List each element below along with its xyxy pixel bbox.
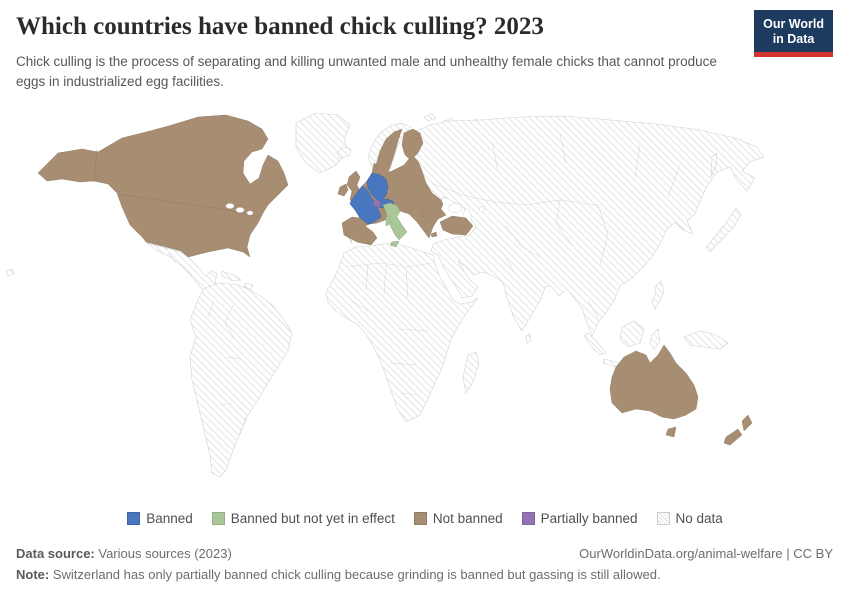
- region-greenland[interactable]: [295, 112, 351, 174]
- region-sardinia[interactable]: [385, 215, 391, 227]
- region-asia[interactable]: [411, 115, 765, 337]
- legend-label: No data: [675, 511, 723, 526]
- legend-swatch-not-banned: [413, 512, 427, 525]
- legend-label: Partially banned: [540, 511, 638, 526]
- not-banned-regions[interactable]: [37, 114, 753, 446]
- attribution-link[interactable]: OurWorldinData.org/animal-welfare | CC B…: [579, 546, 833, 561]
- legend-item-partially-banned[interactable]: Partially banned: [521, 511, 638, 526]
- legend-label: Banned: [146, 511, 193, 526]
- legend-swatch-banned: [127, 512, 141, 525]
- region-north-america[interactable]: [37, 114, 289, 258]
- region-new-zealand-south[interactable]: [723, 428, 743, 446]
- region-germany[interactable]: [366, 172, 389, 202]
- data-source-label: Data source:: [16, 546, 95, 561]
- region-hawaii[interactable]: [5, 268, 15, 277]
- region-iceland[interactable]: [336, 146, 352, 159]
- region-ireland[interactable]: [337, 183, 349, 197]
- black-sea: [447, 203, 463, 213]
- region-sweden[interactable]: [375, 128, 403, 178]
- owid-logo[interactable]: Our World in Data: [754, 10, 833, 57]
- region-borneo[interactable]: [619, 320, 645, 348]
- region-cuba[interactable]: [221, 270, 242, 282]
- owid-logo-line2: in Data: [772, 32, 815, 46]
- region-new-zealand-north[interactable]: [741, 414, 753, 432]
- data-source-value: Various sources (2023): [94, 546, 232, 561]
- legend-item-not-banned[interactable]: Not banned: [413, 511, 503, 526]
- region-turkey[interactable]: [439, 215, 474, 236]
- legend-label: Banned but not yet in effect: [230, 511, 395, 526]
- legend-item-no-data[interactable]: No data: [656, 511, 723, 526]
- region-switzerland[interactable]: [372, 199, 382, 208]
- legend-swatch-no-data: [656, 512, 670, 525]
- region-sicily[interactable]: [389, 240, 400, 248]
- region-hispaniola[interactable]: [243, 282, 254, 290]
- region-sri-lanka[interactable]: [525, 333, 532, 344]
- region-japan[interactable]: [705, 207, 742, 253]
- legend-swatch-partially-banned: [521, 512, 535, 525]
- region-australia[interactable]: [609, 344, 699, 420]
- region-sumatra[interactable]: [583, 332, 607, 356]
- note-value: Switzerland has only partially banned ch…: [49, 567, 661, 582]
- data-source: Data source: Various sources (2023): [16, 546, 232, 561]
- chart-subtitle: Chick culling is the process of separati…: [16, 54, 717, 90]
- region-africa[interactable]: [325, 241, 479, 423]
- region-madagascar[interactable]: [462, 351, 480, 394]
- region-sakhalin[interactable]: [710, 152, 718, 178]
- country-borders: [167, 132, 681, 436]
- region-philippines[interactable]: [651, 280, 665, 310]
- legend-swatch-banned-not-in-effect: [211, 512, 225, 525]
- great-lakes: [225, 203, 254, 216]
- partially-banned-regions[interactable]: [372, 199, 382, 208]
- world-map[interactable]: [0, 105, 850, 505]
- region-tasmania[interactable]: [665, 426, 677, 438]
- page-title: Which countries have banned chick cullin…: [16, 13, 544, 40]
- region-new-guinea[interactable]: [683, 330, 729, 350]
- banned-not-in-effect-regions[interactable]: [382, 202, 408, 248]
- no-data-regions[interactable]: [5, 112, 765, 478]
- legend-item-banned-not-in-effect[interactable]: Banned but not yet in effect: [211, 511, 395, 526]
- region-france[interactable]: [349, 185, 382, 225]
- legend-item-banned[interactable]: Banned: [127, 511, 193, 526]
- region-cyprus[interactable]: [430, 231, 438, 238]
- aral-sea: [479, 205, 485, 213]
- region-svalbard[interactable]: [423, 113, 437, 122]
- footer: Data source: Various sources (2023) OurW…: [16, 546, 833, 561]
- region-finland[interactable]: [401, 128, 424, 161]
- map-legend: Banned Banned but not yet in effect Not …: [0, 511, 850, 526]
- footer-note: Note: Switzerland has only partially ban…: [16, 567, 833, 582]
- region-south-america[interactable]: [189, 282, 293, 478]
- world-map-svg[interactable]: [0, 105, 850, 505]
- note-label: Note:: [16, 567, 50, 582]
- owid-logo-line1: Our World: [763, 17, 824, 31]
- region-sulawesi[interactable]: [649, 328, 661, 350]
- legend-label: Not banned: [432, 511, 503, 526]
